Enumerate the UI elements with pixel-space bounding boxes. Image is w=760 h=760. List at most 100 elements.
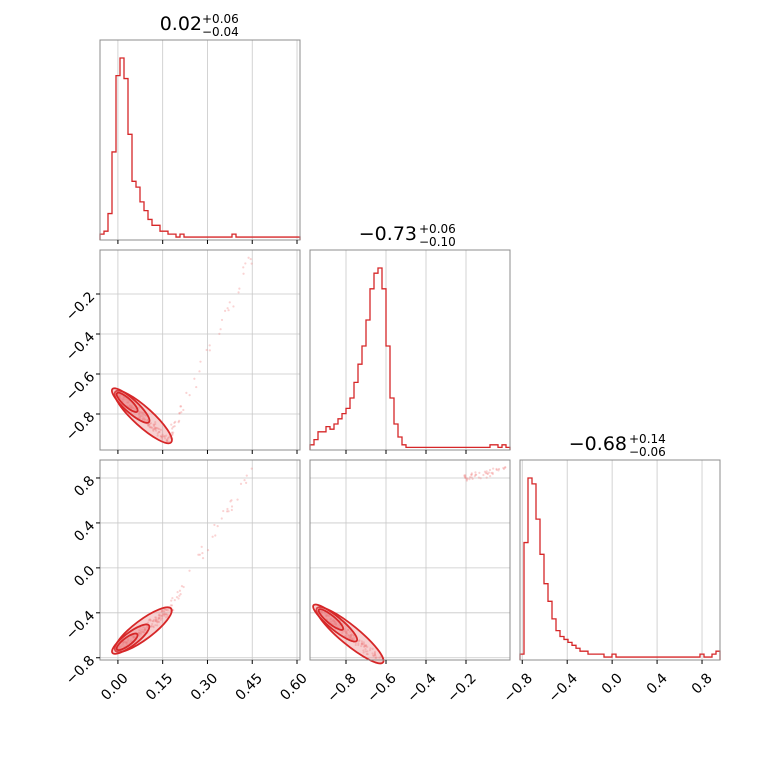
scatter-point [121,643,124,646]
scatter-point [122,640,125,643]
scatter-point [165,434,168,437]
scatter-point [333,620,336,623]
x-tick-label: −0.2 [444,670,479,705]
scatter-point [172,431,175,434]
scatter-point [137,629,141,632]
scatter-point [165,608,168,611]
scatter-point [468,477,471,481]
scatter-point [160,435,163,438]
scatter-point [319,610,322,613]
scatter-point [129,639,132,643]
scatter-point [488,468,492,472]
scatter-point [208,344,211,347]
density-contour [312,603,359,643]
panel-frame [99,459,301,661]
scatter-point [143,418,146,421]
scatter-point [331,620,334,623]
scatter-point [378,656,381,659]
scatter-point [159,614,162,617]
scatter-point [195,385,198,389]
scatter-point [143,628,147,631]
scatter-point [368,649,372,652]
scatter-point [497,467,501,471]
scatter-point [366,653,369,656]
scatter-point [177,597,180,600]
scatter-point [329,617,333,620]
scatter-point [230,505,234,508]
scatter-point [146,423,150,427]
scatter-point [130,405,133,408]
scatter-point [158,427,161,431]
scatter-point [485,470,488,473]
scatter-point [163,613,167,616]
panel-frame [99,249,301,451]
scatter-point [152,425,156,428]
scatter-point [325,614,328,618]
scatter-point [495,467,498,471]
scatter-point [173,425,176,428]
scatter-point [123,396,126,399]
scatter-point [154,619,157,623]
scatter-point [151,619,154,623]
scatter-point [140,411,143,414]
scatter-point [464,476,467,479]
scatter-point [129,406,132,410]
scatter-point [348,635,352,638]
scatter-point [220,318,224,322]
y-tick-label: 0.0 [71,563,98,590]
scatter-point [171,433,174,437]
scatter-point [128,404,132,407]
scatter-point [162,613,166,616]
scatter-point [373,654,376,657]
scatter-point [470,473,473,476]
scatter-point [198,553,201,556]
scatter-point [126,398,129,401]
scatter-point [490,471,493,475]
scatter-point [362,642,366,646]
scatter-point [347,634,350,637]
x-tick-label: −0.8 [501,670,536,705]
scatter-point [150,426,154,429]
density-contour [111,387,151,424]
scatter-point [120,645,123,648]
scatter-point [226,307,229,310]
scatter-point [152,626,155,629]
scatter-point [373,653,376,656]
scatter-point [225,510,229,513]
grid-lines [345,250,467,450]
x-tick-label: 0.60 [277,670,310,703]
scatter-point [132,635,135,638]
scatter-point [363,644,366,648]
scatter-point [324,613,327,616]
scatter-point [178,594,181,597]
scatter-point [245,474,248,477]
scatter-point [353,636,356,640]
scatter-point [152,423,155,426]
scatter-point [170,423,173,426]
scatter-point [154,618,158,621]
scatter-point [226,507,229,511]
scatter-point [371,654,375,657]
panel-frame [99,39,301,241]
title-param-0-upper: +0.06 [202,12,239,26]
scatter-point [139,632,142,636]
scatter-point [349,630,352,633]
scatter-point [141,630,144,633]
scatter-point [363,644,366,647]
scatter-point [325,614,328,617]
scatter-point [206,549,210,552]
scatter-point [485,476,488,479]
scatter-point [470,476,473,479]
scatter-point [344,630,347,633]
scatter-point [188,569,191,572]
scatter-point [154,624,157,627]
scatter-point [124,641,128,644]
scatter-point [179,405,182,408]
scatter-point [495,468,498,471]
scatter-point [363,645,366,649]
scatter-point [178,412,181,415]
scatter-point [492,467,495,470]
scatter-point [160,437,163,440]
scatter-point [216,525,219,528]
scatter-point [142,413,145,416]
